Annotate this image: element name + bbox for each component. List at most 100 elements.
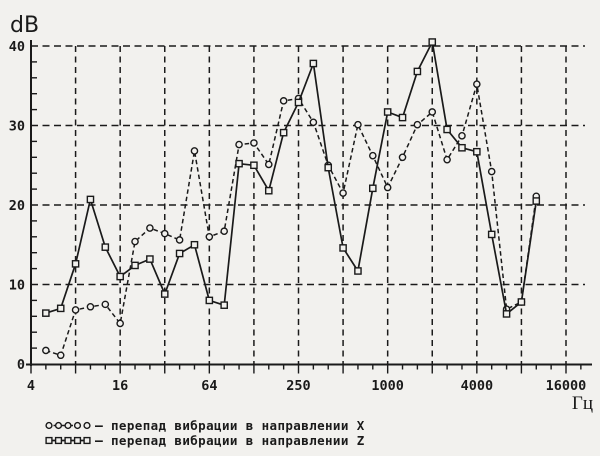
legend-label-z: перепад вибрации в направлении Z <box>111 433 365 448</box>
circles-dashed-legend-icon <box>45 421 91 430</box>
x-tick-label: 16000 <box>546 378 587 394</box>
series-x-marker <box>369 151 377 160</box>
series-z-marker <box>71 260 80 268</box>
series-z-marker <box>532 197 541 205</box>
series-x-marker <box>264 160 273 169</box>
series-z-marker <box>220 301 228 309</box>
squares-solid-legend-icon <box>45 436 91 445</box>
series-z-marker <box>517 298 526 306</box>
series-x-marker <box>86 302 95 311</box>
series-x-marker <box>487 167 496 176</box>
series-z-marker <box>56 304 65 313</box>
legend-circle-marker <box>73 421 82 430</box>
series-z-marker <box>413 67 422 76</box>
series-z-marker <box>339 244 347 252</box>
series-x-marker <box>56 351 65 360</box>
y-tick-label: 10 <box>9 278 25 294</box>
legend-item-z: – перепад вибрации в направлении Z <box>45 433 365 449</box>
series-x-marker <box>131 237 139 246</box>
legend-square-marker <box>54 436 63 445</box>
series-x-marker <box>339 189 347 197</box>
series-z-marker <box>264 186 273 195</box>
series-x-marker <box>205 232 214 241</box>
x-tick-label: 16 <box>112 378 128 394</box>
legend-circle-marker <box>83 421 91 430</box>
x-tick-label: 1000 <box>371 378 404 394</box>
series-z-marker <box>487 230 496 239</box>
legend-square-marker <box>45 436 53 445</box>
series-x-marker <box>42 346 50 355</box>
series-x-marker <box>116 319 124 328</box>
series-z-marker <box>502 310 511 318</box>
series-z-marker <box>175 249 184 258</box>
series-x-marker <box>473 80 481 88</box>
series-z-marker <box>235 159 243 168</box>
series-x-marker <box>398 153 407 162</box>
series-z-marker <box>205 296 214 305</box>
series-z-marker <box>428 38 437 46</box>
legend-square-marker <box>64 436 72 445</box>
series-z-marker <box>473 147 481 156</box>
series-x-marker <box>101 300 110 309</box>
x-tick-label: 4 <box>27 378 35 394</box>
series-x-marker <box>428 108 437 116</box>
x-tick-label: 64 <box>201 378 217 394</box>
series-z-marker <box>354 267 362 275</box>
y-tick-label: 40 <box>9 39 25 55</box>
series-x-marker <box>443 155 451 164</box>
legend-square-marker <box>73 436 82 445</box>
series-z-marker <box>190 240 199 249</box>
legend-dash: – <box>95 434 103 449</box>
series-x-marker <box>309 118 318 127</box>
series-x-marker <box>458 132 466 140</box>
y-tick-label: 30 <box>9 119 25 135</box>
series-x-marker <box>250 139 258 147</box>
series-z-marker <box>101 243 110 251</box>
series-x-marker <box>235 140 243 149</box>
series-x-marker <box>354 120 362 129</box>
series-z-marker <box>369 184 377 193</box>
series-z-marker <box>398 113 407 122</box>
series-z-marker <box>160 290 169 298</box>
y-axis-title: dB <box>10 13 39 38</box>
legend-dash: – <box>95 419 103 434</box>
legend-circle-marker <box>54 421 63 430</box>
series-x-line <box>45 83 538 357</box>
series-z-marker <box>131 261 139 270</box>
series-x-marker <box>190 147 199 155</box>
legend-label-x: перепад вибрации в направлении X <box>111 418 365 433</box>
series-z-marker <box>146 255 154 263</box>
series-x-marker <box>146 224 154 232</box>
series-z-marker <box>86 195 95 204</box>
series-x-marker <box>383 183 392 192</box>
plot-area: 0 10 20 30 40 4 16 64 250 1000 4000 16000 <box>9 38 592 394</box>
series-x-marker <box>413 120 422 129</box>
legend-item-x: – перепад вибрации в направлении X <box>45 418 365 434</box>
x-tick-label: 4000 <box>461 378 494 394</box>
legend-square-marker <box>83 436 91 445</box>
x-tick-label: 250 <box>286 378 310 394</box>
y-tick-label: 20 <box>9 198 25 214</box>
x-axis-title: Гц <box>572 393 593 414</box>
series-x-marker <box>279 97 288 105</box>
series-z-marker <box>250 161 258 170</box>
series-z-marker <box>294 98 303 107</box>
series-x-marker <box>220 227 228 236</box>
series-z-marker <box>383 108 392 116</box>
series-x-marker <box>175 236 184 244</box>
series-z-marker <box>458 143 466 152</box>
series-z-marker <box>279 128 288 137</box>
series-x-marker <box>71 306 80 314</box>
series-z-marker <box>309 59 318 68</box>
series-z-marker <box>42 309 50 317</box>
series-z-marker <box>324 163 333 172</box>
series-z-line <box>45 41 538 315</box>
legend-circle-marker <box>45 421 53 430</box>
series-z-marker <box>116 272 124 281</box>
legend-circle-marker <box>64 421 72 430</box>
y-tick-label: 0 <box>17 357 25 373</box>
series-x-marker <box>160 229 169 238</box>
series-z-marker <box>443 125 451 134</box>
